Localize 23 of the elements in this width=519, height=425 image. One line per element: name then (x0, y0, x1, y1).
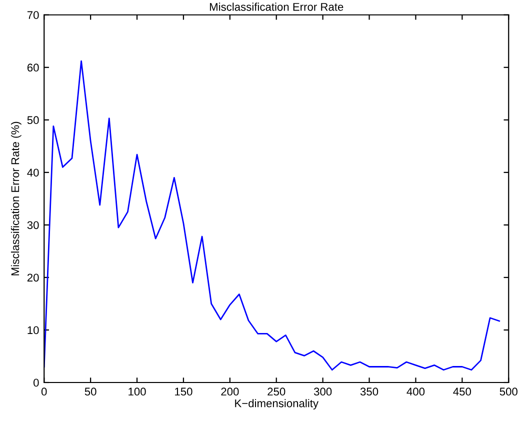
x-tick-label: 250 (268, 388, 286, 396)
y-tick-label: 0 (34, 378, 39, 387)
x-tick-label: 300 (314, 388, 332, 396)
x-tick-label: 100 (128, 388, 146, 396)
x-tick-label: 500 (500, 388, 518, 396)
y-tick-label: 40 (27, 168, 39, 177)
y-tick-label: 30 (27, 221, 39, 230)
y-axis-title: Misclassification Error Rate (%) (10, 122, 22, 276)
x-axis-title: K−dimensionality (235, 399, 318, 410)
y-tick-label: 60 (27, 64, 39, 72)
x-tick-label: 0 (41, 388, 47, 396)
y-tick-label: 70 (27, 11, 39, 20)
x-tick-label: 50 (84, 388, 96, 396)
y-tick-label: 20 (27, 274, 39, 282)
x-tick-label: 450 (453, 388, 472, 396)
y-tick-label: 50 (27, 116, 39, 124)
chart-title: Misclassification Error Rate (210, 2, 344, 11)
x-tick-label: 400 (406, 388, 425, 396)
x-tick-label: 200 (221, 388, 239, 396)
x-tick-label: 150 (175, 388, 192, 396)
line-series (44, 60, 500, 371)
x-tick-label: 350 (360, 388, 378, 396)
y-tick-label: 10 (28, 326, 39, 334)
